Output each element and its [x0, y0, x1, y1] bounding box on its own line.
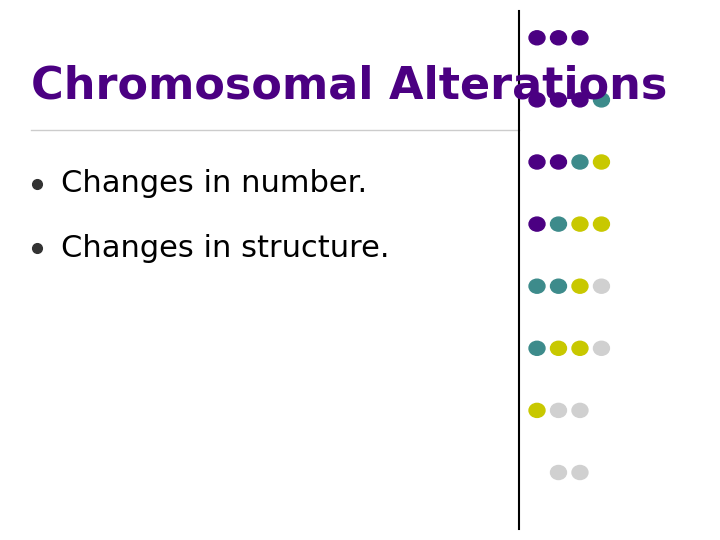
Circle shape: [551, 155, 567, 169]
Circle shape: [529, 155, 545, 169]
Circle shape: [551, 341, 567, 355]
Circle shape: [593, 341, 609, 355]
Text: Changes in structure.: Changes in structure.: [61, 234, 390, 263]
Text: Changes in number.: Changes in number.: [61, 169, 367, 198]
Circle shape: [551, 93, 567, 107]
Circle shape: [529, 217, 545, 231]
Text: Chromosomal Alterations: Chromosomal Alterations: [31, 65, 667, 108]
Circle shape: [593, 217, 609, 231]
Circle shape: [529, 341, 545, 355]
Circle shape: [593, 279, 609, 293]
Circle shape: [572, 403, 588, 417]
Circle shape: [551, 31, 567, 45]
Circle shape: [529, 403, 545, 417]
Circle shape: [551, 217, 567, 231]
Circle shape: [572, 31, 588, 45]
Circle shape: [529, 31, 545, 45]
Circle shape: [593, 155, 609, 169]
Circle shape: [551, 279, 567, 293]
Circle shape: [551, 403, 567, 417]
Circle shape: [572, 279, 588, 293]
Circle shape: [572, 93, 588, 107]
Circle shape: [572, 341, 588, 355]
Circle shape: [593, 93, 609, 107]
Circle shape: [551, 465, 567, 480]
Circle shape: [572, 465, 588, 480]
Circle shape: [572, 155, 588, 169]
Circle shape: [529, 279, 545, 293]
Circle shape: [572, 217, 588, 231]
Circle shape: [529, 93, 545, 107]
